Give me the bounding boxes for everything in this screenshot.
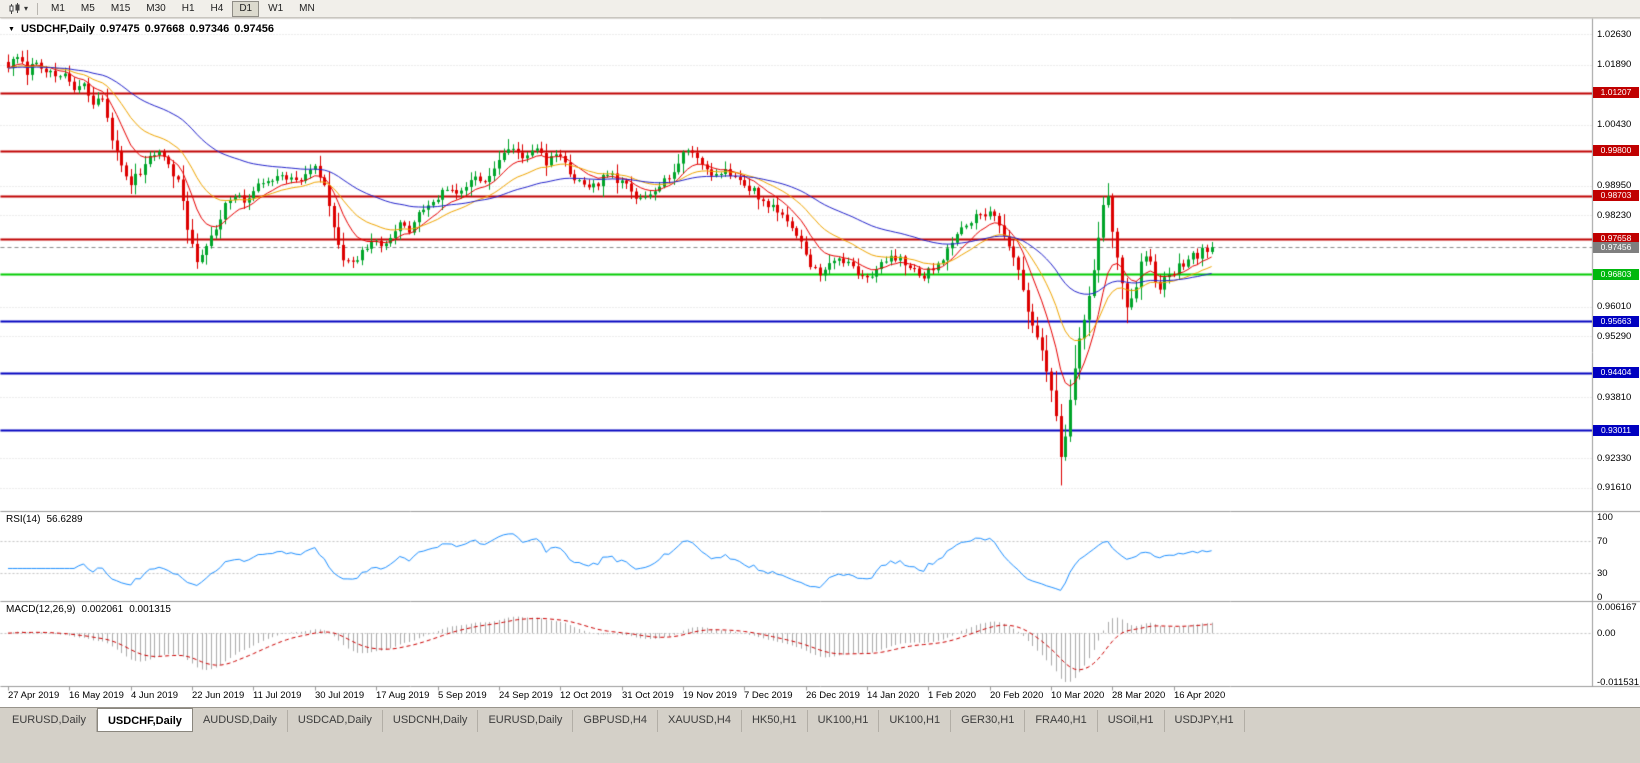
rsi-current-value: 56.6289	[46, 514, 83, 525]
tab-eurusd-daily[interactable]: EURUSD,Daily	[478, 710, 574, 732]
macd-main-value: 0.002061	[81, 604, 124, 615]
tab-fra40-h1[interactable]: FRA40,H1	[1025, 710, 1098, 732]
timeframe-w1[interactable]: W1	[261, 1, 290, 17]
tab-uk100-h1[interactable]: UK100,H1	[808, 710, 880, 732]
macd-name: MACD(12,26,9)	[6, 604, 76, 615]
tab-uk100-h1[interactable]: UK100,H1	[879, 710, 952, 732]
timeframe-m15[interactable]: M15	[104, 1, 137, 17]
timeframe-m1[interactable]: M1	[44, 1, 72, 17]
timeframe-m30[interactable]: M30	[139, 1, 172, 17]
timeframe-h1[interactable]: H1	[175, 1, 202, 17]
tab-ger30-h1[interactable]: GER30,H1	[951, 710, 1026, 732]
rsi-indicator-label: RSI(14) 56.6289	[6, 514, 83, 525]
chart-tab-bar: EURUSD,Daily USDCHF,Daily AUDUSD,Daily USDC…	[0, 707, 1640, 763]
ohlc-open: 0.97475	[99, 23, 140, 35]
tab-usdcnh-daily[interactable]: USDCNH,Daily	[383, 710, 479, 732]
chart-marker-icon: ▼	[8, 25, 15, 33]
ohlc-high: 0.97668	[144, 23, 185, 35]
chevron-down-icon: ▾	[24, 3, 29, 13]
ohlc-close: 0.97456	[234, 23, 274, 35]
timeframe-d1[interactable]: D1	[232, 0, 260, 17]
timeframe-toolbar: ▾ M1 M5 M15 M30 H1 H4 D1 W1 MN	[0, 0, 1640, 18]
tab-usoil-h1[interactable]: USOil,H1	[1098, 710, 1165, 732]
tab-eurusd-daily[interactable]: EURUSD,Daily	[2, 710, 97, 732]
toolbar-divider	[37, 2, 39, 15]
candlestick-glyph	[9, 2, 20, 14]
rsi-name: RSI(14)	[6, 514, 41, 525]
ohlc-low: 0.97346	[189, 23, 230, 35]
tab-usdjpy-h1[interactable]: USDJPY,H1	[1165, 710, 1245, 732]
tab-usdchf-daily[interactable]: USDCHF,Daily	[96, 708, 193, 732]
chart-title: ▼ USDCHF,Daily 0.97475 0.97668 0.97346 0…	[8, 23, 274, 35]
tab-hk50-h1[interactable]: HK50,H1	[742, 710, 808, 732]
tab-usdcad-daily[interactable]: USDCAD,Daily	[288, 710, 383, 732]
candlestick-chart-icon[interactable]: ▾	[4, 2, 32, 15]
timeframe-mn[interactable]: MN	[292, 1, 322, 17]
timeframe-m5[interactable]: M5	[74, 1, 102, 17]
tab-audusd-daily[interactable]: AUDUSD,Daily	[193, 710, 288, 732]
timeframe-h4[interactable]: H4	[204, 1, 231, 17]
chart-symbol-period: USDCHF,Daily	[20, 23, 95, 35]
tab-xauusd-h4[interactable]: XAUUSD,H4	[658, 710, 742, 732]
macd-signal-value: 0.001315	[129, 604, 171, 615]
tab-gbpusd-h4[interactable]: GBPUSD,H4	[573, 710, 658, 732]
timeframe-buttons: M1 M5 M15 M30 H1 H4 D1 W1 MN	[43, 0, 323, 17]
macd-indicator-label: MACD(12,26,9) 0.002061 0.001315	[6, 604, 171, 615]
